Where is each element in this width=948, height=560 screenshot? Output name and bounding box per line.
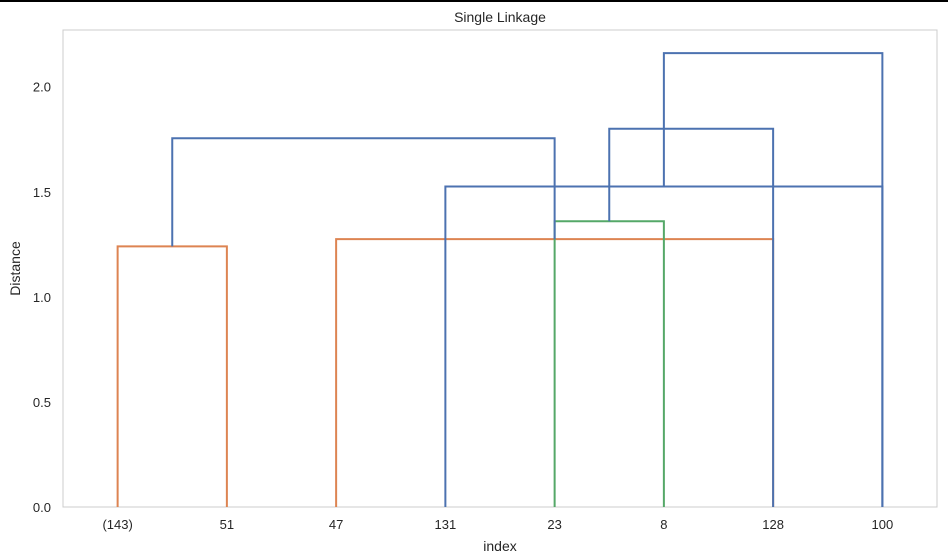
x-axis: (143) 51 47 131 23 8 128 100	[102, 517, 893, 532]
x-axis-label: index	[483, 538, 516, 554]
y-tick-label: 1.0	[33, 290, 51, 305]
links-layer	[116, 52, 884, 507]
dendrogram-link-5	[171, 137, 556, 247]
x-tick-label: 128	[762, 517, 784, 532]
dendrogram-link-7	[662, 52, 884, 507]
y-axis: 0.0 0.5 1.0 1.5 2.0	[33, 80, 51, 515]
dendrogram-link-3	[553, 220, 665, 507]
dendrogram-link-6	[608, 127, 775, 507]
chart-title: Single Linkage	[454, 9, 546, 25]
x-tick-label: 23	[547, 517, 561, 532]
y-axis-label: Distance	[7, 241, 23, 296]
x-tick-label: (143)	[102, 517, 132, 532]
y-tick-label: 1.5	[33, 185, 51, 200]
y-tick-label: 2.0	[33, 80, 51, 95]
x-tick-label: 131	[435, 517, 457, 532]
x-tick-label: 51	[220, 517, 234, 532]
top-border	[0, 0, 948, 2]
x-tick-label: 47	[329, 517, 343, 532]
y-tick-label: 0.5	[33, 395, 51, 410]
x-tick-label: 100	[872, 517, 894, 532]
plot-frame	[62, 29, 938, 508]
dendrogram-link-1	[116, 245, 228, 507]
y-tick-label: 0.0	[33, 500, 51, 515]
x-tick-label: 8	[660, 517, 667, 532]
